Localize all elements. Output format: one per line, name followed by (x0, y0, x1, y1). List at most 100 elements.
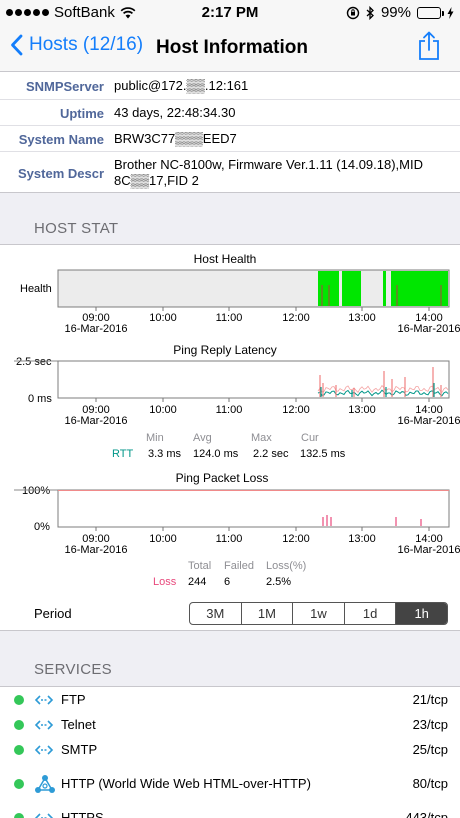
loss-x-ticks: 09:00 10:00 11:00 12:00 13:00 14:00 16-M… (65, 527, 460, 556)
status-ok-icon (14, 813, 24, 818)
info-key: System Name (18, 132, 104, 147)
x-tick-label: 10:00 (149, 404, 177, 416)
rtt-header-min: Min (146, 432, 164, 444)
info-row-system-descr: System Descr Brother NC-8100w, Firmware … (0, 152, 460, 193)
loss-header-failed: Failed (224, 560, 254, 572)
x-tick-label: 13:00 (348, 533, 376, 545)
loss-failed-value: 6 (224, 576, 230, 588)
period-option-1w[interactable]: 1w (293, 603, 345, 624)
arrows-icon (34, 695, 54, 705)
x-tick-label: 14:00 (415, 404, 443, 416)
orientation-lock-icon (346, 6, 360, 19)
rtt-stats: Min Avg Max Cur RTT 3.3 ms 124.0 ms 2.2 … (112, 432, 346, 460)
x-tick-label: 12:00 (282, 404, 310, 416)
loss-percent-value: 2.5% (266, 576, 291, 588)
signal-icon (6, 9, 49, 16)
service-row-https[interactable]: HTTPS 443/tcp (0, 805, 460, 818)
date-right-label: 16-Mar-2016 (398, 415, 460, 427)
date-right-label: 16-Mar-2016 (398, 323, 460, 335)
service-port: 443/tcp (405, 810, 448, 818)
x-tick-label: 14:00 (415, 312, 443, 324)
period-option-1d[interactable]: 1d (345, 603, 397, 624)
service-row-smtp[interactable]: SMTP 25/tcp (0, 737, 460, 763)
x-tick-label: 13:00 (348, 312, 376, 324)
loss-header-percent: Loss(%) (266, 560, 306, 572)
share-button[interactable] (418, 31, 440, 61)
info-key: System Descr (18, 166, 104, 181)
health-up-segment (391, 271, 448, 306)
service-name: SMTP (61, 742, 98, 757)
x-tick-label: 11:00 (216, 404, 243, 416)
date-right-label: 16-Mar-2016 (398, 544, 460, 556)
chevron-left-icon (11, 34, 23, 56)
health-up-segment (383, 271, 386, 306)
battery-percent: 99% (380, 4, 411, 21)
date-left-label: 16-Mar-2016 (65, 415, 128, 427)
back-button[interactable]: Hosts (12/16) (10, 34, 143, 56)
info-value: 43 days, 22:48:34.30 (114, 105, 236, 120)
x-tick-label: 12:00 (282, 312, 310, 324)
service-name: HTTP (World Wide Web HTML-over-HTTP) (61, 776, 311, 791)
latency-y-bottom-label: 0 ms (28, 393, 52, 405)
page-title: Host Information (156, 37, 308, 58)
wifi-icon (120, 6, 136, 18)
status-ok-icon (14, 695, 24, 705)
rtt-label: RTT (112, 448, 133, 460)
service-row-telnet[interactable]: Telnet 23/tcp (0, 712, 460, 738)
rtt-avg-value: 124.0 ms (193, 448, 239, 460)
loss-plot-area (57, 489, 450, 528)
clock: 2:17 PM (201, 4, 259, 21)
services-list: FTP 21/tcp Telnet 23/tcp SMTP 25/tcp HTT… (0, 686, 460, 818)
x-tick-label: 13:00 (348, 404, 376, 416)
service-name: Telnet (61, 717, 96, 732)
info-row-snmp-server: SNMPServer public@172.▒▒.12:161 (0, 72, 460, 100)
arrows-icon (34, 745, 54, 755)
status-bar: SoftBank 2:17 PM 99% (0, 0, 460, 26)
service-row-ftp[interactable]: FTP 21/tcp (0, 687, 460, 713)
date-left-label: 16-Mar-2016 (65, 323, 128, 335)
status-ok-icon (14, 745, 24, 755)
loss-label: Loss (153, 576, 177, 588)
x-tick-label: 09:00 (82, 312, 110, 324)
health-chart-title: Host Health (194, 252, 257, 266)
service-port: 23/tcp (412, 717, 448, 732)
health-up-segment (342, 271, 361, 306)
navigation-bar: Hosts (12/16) Host Information (0, 26, 460, 72)
services-header: SERVICES (34, 661, 112, 678)
rtt-header-max: Max (251, 432, 272, 444)
service-name: HTTPS (61, 810, 104, 818)
loss-y-bottom-label: 0% (34, 521, 50, 533)
rtt-min-value: 3.3 ms (148, 448, 182, 460)
loss-header-total: Total (188, 560, 211, 572)
period-option-1h[interactable]: 1h (396, 603, 447, 624)
period-option-3m[interactable]: 3M (190, 603, 242, 624)
service-row-http[interactable]: HTTP (World Wide Web HTML-over-HTTP) 80/… (0, 771, 460, 797)
x-tick-label: 09:00 (82, 533, 110, 545)
latency-y-top-label: 2.5 sec (16, 356, 52, 368)
host-info-table: SNMPServer public@172.▒▒.12:161 Uptime 4… (0, 72, 460, 193)
info-value: BRW3C77▒▒▒EED7 (114, 131, 237, 146)
status-ok-icon (14, 720, 24, 730)
status-ok-icon (14, 779, 24, 789)
loss-total-value: 244 (188, 576, 206, 588)
x-tick-label: 11:00 (216, 312, 243, 324)
arrows-icon (34, 813, 54, 818)
info-row-uptime: Uptime 43 days, 22:48:34.30 (0, 100, 460, 126)
period-option-1m[interactable]: 1M (242, 603, 294, 624)
health-y-label: Health (20, 283, 52, 295)
rtt-max-value: 2.2 sec (253, 448, 289, 460)
info-row-system-name: System Name BRW3C77▒▒▒EED7 (0, 126, 460, 152)
rtt-cur-value: 132.5 ms (300, 448, 346, 460)
rtt-header-avg: Avg (193, 432, 212, 444)
arrows-icon (34, 720, 54, 730)
x-tick-label: 12:00 (282, 533, 310, 545)
info-key: Uptime (59, 106, 104, 121)
latency-max-line (317, 384, 449, 393)
loss-stats: Total Failed Loss(%) Loss 244 6 2.5% (153, 560, 306, 588)
period-label: Period (34, 606, 72, 621)
period-segmented-control[interactable]: 3M 1M 1w 1d 1h (189, 602, 448, 625)
x-tick-label: 10:00 (149, 533, 177, 545)
latency-avg-line (317, 389, 449, 397)
latency-x-ticks: 09:00 10:00 11:00 12:00 13:00 14:00 16-M… (65, 398, 460, 427)
host-stat-header: HOST STAT (34, 220, 119, 237)
